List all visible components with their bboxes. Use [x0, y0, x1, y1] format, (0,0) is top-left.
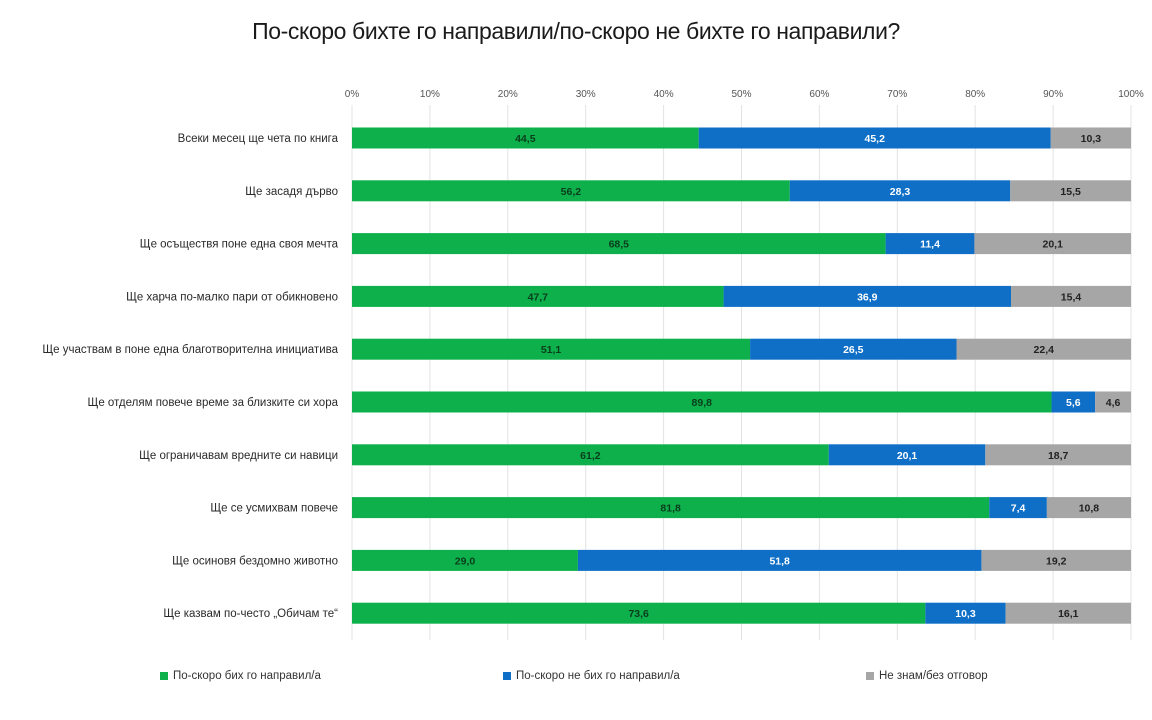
bar-segment — [698, 127, 1051, 149]
data-label: 73,6 — [628, 608, 649, 620]
data-label: 44,5 — [515, 133, 536, 145]
legend-item-dont-know: Не знам/без отговор — [866, 670, 988, 682]
category-label: Ще ограничавам вредните си навици — [139, 450, 338, 462]
x-tick-label: 100% — [1118, 89, 1144, 100]
x-tick-label: 90% — [1043, 89, 1063, 100]
bar-segment — [352, 127, 699, 149]
bar-segment — [1050, 127, 1131, 149]
data-label: 10,8 — [1079, 503, 1100, 515]
x-axis-ticks: 0% 10% 20% 30% 40% 50% 60% 70% 80% 90% 100% — [345, 89, 1144, 100]
data-label: 4,6 — [1106, 397, 1121, 409]
data-label: 10,3 — [955, 608, 976, 620]
legend-swatch-dont-know — [866, 672, 874, 680]
bar-segment — [352, 391, 1052, 413]
category-label: Ще осъществя поне една своя мечта — [140, 239, 339, 251]
data-label: 7,4 — [1011, 503, 1026, 515]
bar-segment — [1011, 285, 1131, 307]
bar-segment — [352, 285, 724, 307]
data-label: 15,5 — [1060, 186, 1081, 198]
x-tick-label: 10% — [420, 89, 440, 100]
bar-segment — [828, 444, 986, 466]
data-label: 18,7 — [1048, 450, 1069, 462]
bar-segment — [352, 602, 926, 624]
category-label: Ще отделям повече време за близките си х… — [88, 397, 339, 409]
bar-segment — [1051, 391, 1096, 413]
data-labels: 44,5 45,2 10,3 56,2 28,3 15,5 68,5 11,4 20,1 47,7… — [455, 133, 1121, 620]
bar-segment — [1010, 180, 1131, 202]
data-label: 22,4 — [1034, 344, 1055, 356]
bar-segment — [885, 233, 975, 255]
legend-swatch-would-not-do — [503, 672, 511, 680]
data-label: 61,2 — [580, 450, 601, 462]
x-tick-label: 80% — [965, 89, 985, 100]
x-tick-label: 40% — [654, 89, 674, 100]
data-label: 16,1 — [1058, 608, 1079, 620]
data-label: 45,2 — [864, 133, 885, 145]
bar-segment — [974, 233, 1131, 255]
bar-segment — [956, 338, 1131, 360]
bar-segment — [352, 444, 829, 466]
bar-segment — [352, 497, 990, 519]
data-label: 11,4 — [920, 239, 940, 251]
data-label: 51,1 — [541, 344, 562, 356]
x-tick-label: 20% — [498, 89, 518, 100]
legend-label: По-скоро не бих го направил/а — [516, 670, 680, 682]
category-label: Ще засадя дърво — [245, 186, 338, 198]
x-tick-label: 30% — [576, 89, 596, 100]
x-tick-label: 0% — [345, 89, 360, 100]
data-label: 47,7 — [528, 291, 549, 303]
data-label: 28,3 — [890, 186, 911, 198]
chart-title: По-скоро бихте го направили/по-скоро не … — [252, 18, 900, 44]
data-label: 56,2 — [561, 186, 582, 198]
data-label: 20,1 — [1042, 239, 1063, 251]
data-label: 68,5 — [609, 239, 630, 251]
legend-item-would-do: По-скоро бих го направил/а — [160, 670, 321, 682]
category-label: Ще осиновя бездомно животно — [172, 555, 338, 567]
data-label: 89,8 — [692, 397, 713, 409]
bar-segment — [723, 285, 1012, 307]
category-label: Ще участвам в поне една благотворителна … — [42, 344, 338, 356]
category-labels: Всеки месец ще чета по книга Ще засадя дъ… — [42, 133, 338, 620]
bar-segment — [1046, 497, 1131, 519]
x-tick-label: 60% — [809, 89, 829, 100]
data-label: 51,8 — [769, 555, 790, 567]
legend-swatch-would-do — [160, 672, 168, 680]
bar-segment — [352, 549, 578, 571]
data-label: 10,3 — [1081, 133, 1102, 145]
data-label: 20,1 — [897, 450, 918, 462]
bar-segment — [352, 338, 751, 360]
category-label: Всеки месец ще чета по книга — [178, 133, 339, 145]
legend-label: Не знам/без отговор — [879, 670, 988, 682]
data-label: 81,8 — [660, 503, 681, 515]
legend-label: По-скоро бих го направил/а — [173, 670, 321, 682]
bar-segment — [981, 549, 1131, 571]
x-tick-label: 70% — [887, 89, 907, 100]
bar-segment — [352, 233, 886, 255]
bar-segment — [352, 180, 790, 202]
data-label: 5,6 — [1066, 397, 1081, 409]
bar-segment — [985, 444, 1131, 466]
category-label: Ще се усмихвам повече — [210, 503, 338, 515]
data-label: 19,2 — [1046, 555, 1067, 567]
data-label: 36,9 — [857, 291, 878, 303]
bar-segment — [1005, 602, 1131, 624]
bar-segment — [989, 497, 1047, 519]
category-label: Ще казвам по-често „Обичам те“ — [163, 608, 338, 620]
bar-segment — [925, 602, 1006, 624]
bar-segment — [577, 549, 982, 571]
data-label: 29,0 — [455, 555, 476, 567]
legend-item-would-not-do: По-скоро не бих го направил/а — [503, 670, 680, 682]
bar-segment — [1095, 391, 1131, 413]
data-label: 26,5 — [843, 344, 864, 356]
bar-segment — [750, 338, 957, 360]
bars — [352, 127, 1131, 624]
bar-segment — [789, 180, 1011, 202]
data-label: 15,4 — [1061, 291, 1082, 303]
category-label: Ще харча по-малко пари от обикновено — [126, 291, 338, 303]
x-tick-label: 50% — [731, 89, 751, 100]
